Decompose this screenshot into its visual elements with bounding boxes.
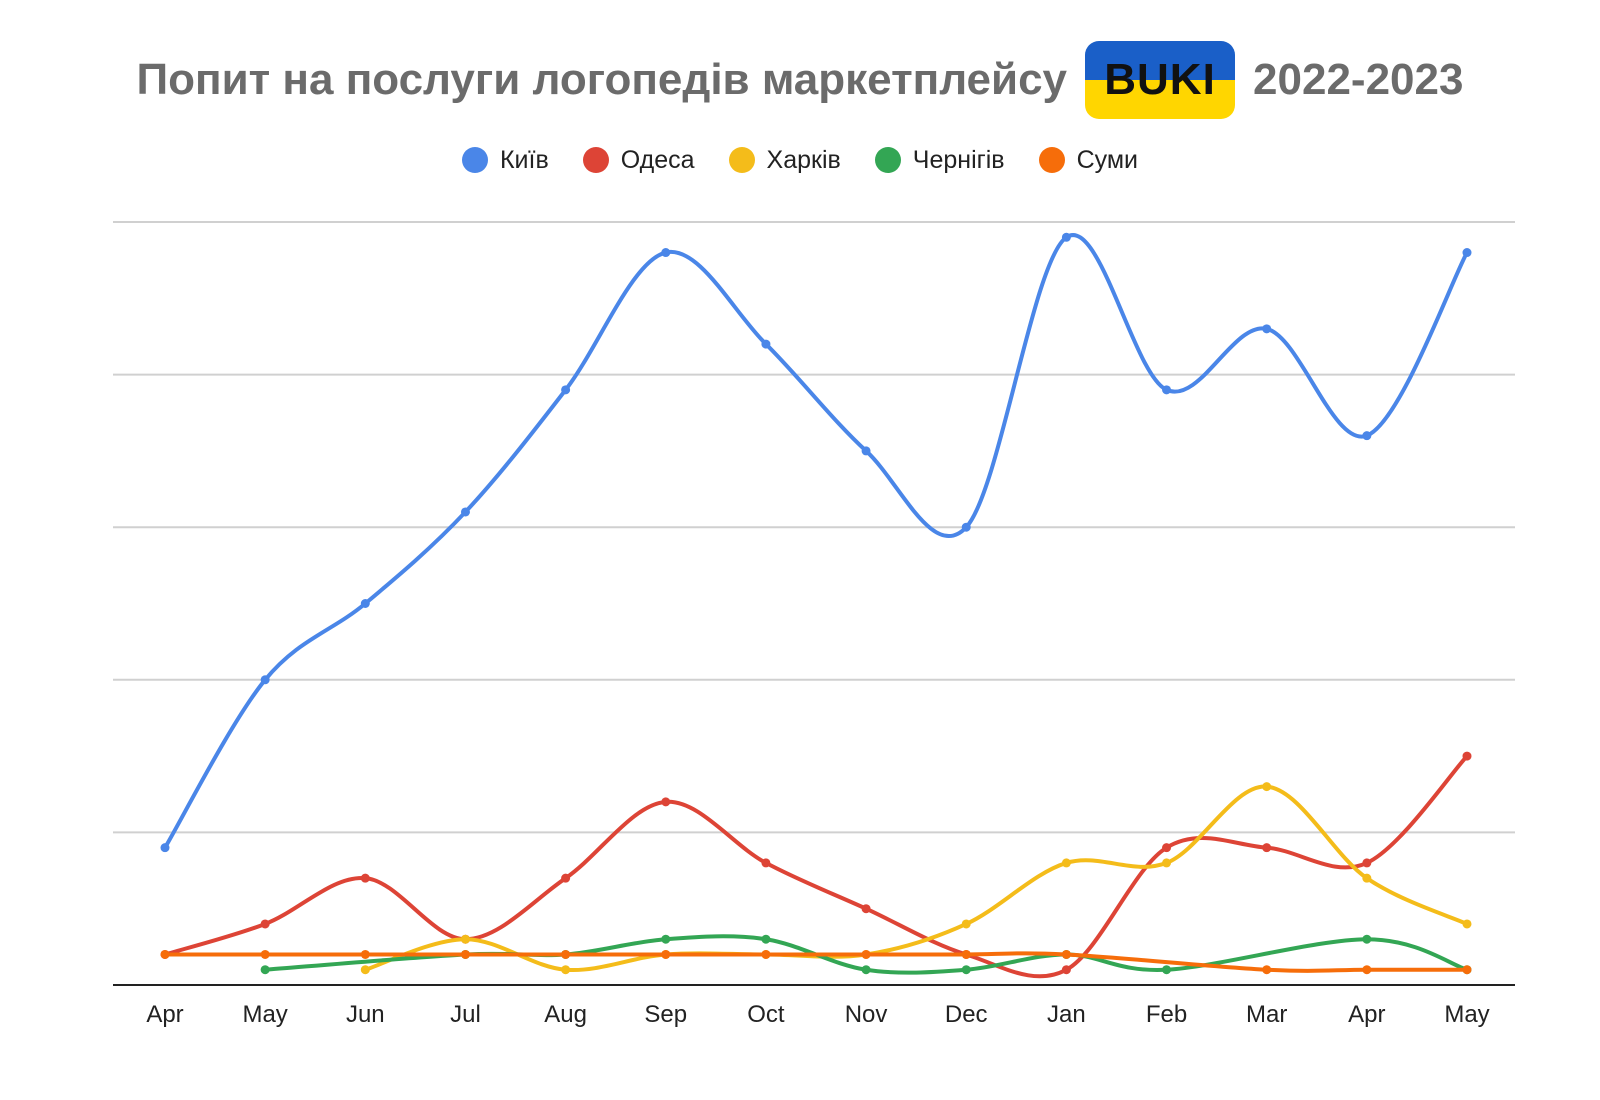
series-Суми-point (460, 949, 470, 959)
series-Чернігів-point (1362, 934, 1372, 944)
series-Київ-line (163, 233, 1469, 850)
series-Одеса-point (260, 919, 270, 929)
x-tick-label: Sep (644, 1001, 687, 1028)
legend-item: Київ (461, 145, 549, 175)
series-Чернігів-point (761, 934, 771, 944)
series-Суми-point (761, 949, 771, 959)
series-Суми-point (961, 949, 971, 959)
series-Суми-point (1061, 949, 1071, 959)
series-Суми-point (561, 949, 571, 959)
series-Київ-point (260, 675, 270, 685)
legend-swatch (874, 147, 901, 173)
series-Київ-point (1362, 431, 1372, 441)
series-Одеса-point (1362, 858, 1372, 868)
legend-label: Суми (1076, 145, 1139, 174)
x-tick-label: Oct (747, 1001, 785, 1028)
x-tick-label: Nov (845, 1001, 888, 1028)
legend-label: Харків (766, 145, 841, 174)
series-Одеса-point (1462, 751, 1472, 761)
series-Київ-point (561, 385, 571, 395)
series-Харків-point (1462, 919, 1472, 929)
series-Суми-point (360, 949, 370, 959)
series-Одеса-point (761, 858, 771, 868)
series-Суми-point (1362, 965, 1372, 975)
series-Одеса-point (1061, 965, 1071, 975)
series-Суми-point (160, 949, 170, 959)
x-tick-label: Feb (1146, 1001, 1187, 1028)
series-Одеса-point (661, 797, 671, 807)
chart-title-text: Попит на послуги логопедів маркетплейсу (136, 55, 1068, 104)
series-Чернігів-point (661, 934, 671, 944)
series-Київ-point (961, 522, 971, 532)
x-tick-label: Jul (450, 1001, 481, 1028)
series-Суми-point (1462, 965, 1472, 975)
series-Харків-point (1061, 858, 1071, 868)
logo-blue-band (1085, 41, 1236, 80)
legend-item: Одеса (582, 145, 695, 175)
series-Одеса-point (1262, 843, 1272, 853)
series-Харків-point (561, 965, 571, 975)
x-tick-label: Apr (1348, 1001, 1385, 1028)
legend-item: Харків (728, 145, 841, 175)
series-Одеса-point (561, 873, 571, 883)
x-tick-label: Jan (1047, 1001, 1086, 1028)
series-Одеса-line (163, 754, 1469, 979)
x-tick-label: Aug (544, 1001, 587, 1028)
legend-item: Чернігів (874, 145, 1005, 175)
series-Суми-point (260, 949, 270, 959)
series-Київ-point (1162, 385, 1172, 395)
x-tick-label: Apr (146, 1001, 183, 1028)
legend-label: Чернігів (912, 145, 1005, 174)
series-Київ-point (1262, 324, 1272, 334)
series-Харків-point (360, 965, 370, 975)
series-Київ-point (861, 446, 871, 456)
series-Одеса-point (1162, 843, 1172, 853)
legend-swatch (461, 147, 488, 173)
x-tick-label: May (242, 1001, 287, 1028)
x-tick-label: Mar (1246, 1001, 1287, 1028)
legend-swatch (728, 147, 755, 173)
series-Чернігів-point (1162, 965, 1172, 975)
series-Київ-point (360, 599, 370, 608)
legend-item: Суми (1038, 145, 1139, 175)
series-Одеса-point (861, 904, 871, 914)
series-Чернігів-point (961, 965, 971, 975)
series-Харків-point (1362, 873, 1372, 883)
legend-label: Одеса (620, 145, 695, 174)
series-Київ-point (460, 507, 470, 517)
series-Київ-point (160, 843, 170, 853)
x-tick-label: Dec (945, 1001, 988, 1028)
legend-swatch (1038, 147, 1065, 173)
series-Харків-line (363, 784, 1469, 973)
legend-label: Київ (499, 145, 549, 174)
buki-logo: BUKI (1085, 41, 1236, 119)
chart-legend: Київ Одеса Харків Чернігів Суми (0, 140, 1600, 180)
logo-yellow-band (1085, 80, 1236, 119)
x-tick-label: Jun (346, 1001, 385, 1028)
series-Київ-point (1061, 232, 1071, 242)
series-Суми-point (861, 949, 871, 959)
series-Одеса-point (360, 873, 370, 883)
chart-title-years: 2022-2023 (1253, 55, 1464, 104)
chart-title: Попит на послуги логопедів маркетплейсу … (0, 40, 1600, 120)
x-tick-label: May (1444, 1001, 1489, 1028)
series-Харків-point (961, 919, 971, 929)
series-Харків-point (460, 934, 470, 944)
logo-text: BUKI (1104, 55, 1216, 104)
series-Суми-point (661, 949, 671, 959)
series-Харків-point (1262, 782, 1272, 792)
series-Чернігів-point (861, 965, 871, 975)
series-Київ-point (661, 248, 671, 258)
series-Київ-point (1462, 248, 1472, 258)
series-Харків-point (1162, 858, 1172, 868)
series-Київ-point (761, 339, 771, 349)
legend-swatch (582, 147, 609, 173)
series-Чернігів-point (260, 965, 270, 975)
series-Суми-point (1262, 965, 1272, 975)
